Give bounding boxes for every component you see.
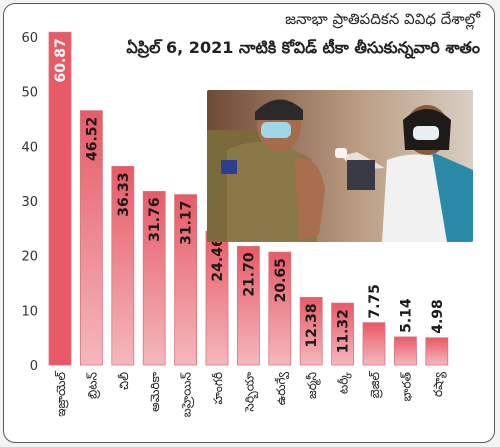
value-label: 5.14	[398, 298, 414, 333]
chart-title-line1: జనాభా ప్రాతిపదికన వివిధ దేశాల్లో	[285, 10, 480, 28]
value-label: 60.87	[53, 38, 69, 82]
category-label: బహ్రెయిన్	[180, 372, 195, 417]
y-tick-label: 50	[21, 86, 38, 101]
bar	[111, 165, 135, 366]
value-label: 11.32	[336, 309, 352, 353]
chart-title-line2: ఏప్రిల్ 6, 2021 నాటికి కోవిడ్ టీకా తీసుక…	[126, 38, 480, 57]
value-label: 7.75	[367, 284, 383, 319]
category-label: అమెరికా	[148, 371, 162, 411]
value-label: 31.76	[147, 197, 163, 241]
category-label: బ్రిటన్	[85, 372, 100, 399]
category-label: ఇజ్రాయెల్	[54, 371, 69, 417]
bar	[80, 110, 103, 366]
category-label: రష్యా	[431, 371, 447, 396]
bar	[425, 337, 449, 366]
y-tick-label: 10	[21, 304, 38, 319]
y-tick-label: 40	[21, 140, 38, 155]
category-label: చిలీ	[117, 372, 131, 390]
bar	[268, 251, 292, 366]
bar	[48, 31, 72, 366]
bar	[393, 336, 417, 366]
value-label: 20.65	[273, 258, 289, 302]
bar	[299, 296, 323, 366]
vaccination-photo	[207, 90, 473, 242]
bar	[331, 302, 355, 366]
bar	[142, 190, 166, 366]
value-label: 31.17	[179, 201, 195, 245]
category-label: జర్మనీ	[305, 372, 321, 399]
bar	[174, 194, 198, 366]
category-label: భారత్	[399, 371, 413, 401]
y-tick-label: 20	[21, 250, 38, 265]
value-label: 21.70	[241, 252, 257, 297]
y-tick-label: 30	[21, 195, 38, 210]
category-label: సెర్బియా	[242, 371, 258, 412]
value-label: 24.46	[210, 237, 226, 281]
value-label: 12.38	[304, 303, 320, 347]
category-label: టర్కీ	[337, 372, 353, 394]
value-label: 46.52	[84, 117, 100, 161]
category-label: హంగరీ	[211, 372, 225, 404]
y-tick-label: 60	[21, 31, 38, 46]
bar	[362, 322, 386, 366]
value-label: 4.98	[430, 299, 446, 334]
y-tick-label: 0	[30, 359, 38, 374]
bar	[236, 245, 260, 366]
category-label: ఉరుగ్వే	[274, 372, 290, 406]
value-label: 36.33	[116, 172, 132, 216]
category-label: బ్రెజిల్	[368, 371, 383, 399]
